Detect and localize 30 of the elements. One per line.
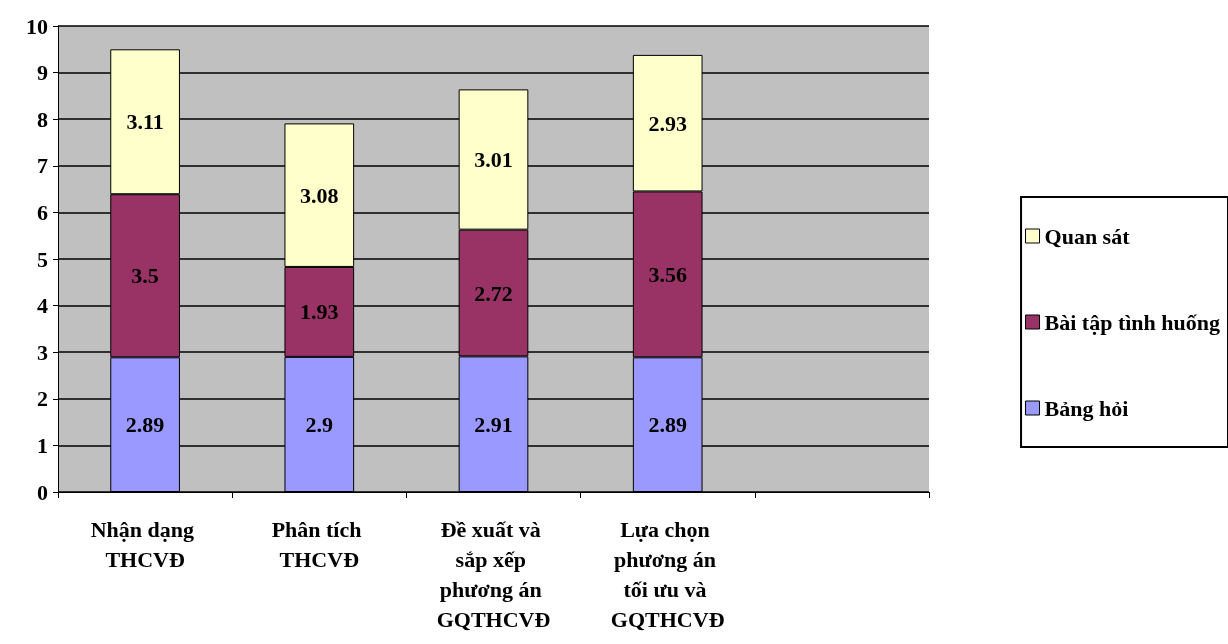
x-tick-label: Lựa chọn phương án tối ưu và GQTHCVĐ: [610, 516, 725, 632]
y-tick-label: 10: [26, 13, 48, 39]
data-label: 2.89: [125, 412, 165, 438]
data-label: 2.72: [474, 280, 513, 306]
y-tick-label: 9: [37, 60, 48, 86]
x-tick-label: Đề xuất và sắp xếp phương án GQTHCVĐ: [436, 516, 551, 632]
x-tick-label: Phân tích THCVĐ: [271, 516, 367, 572]
y-tick-label: 0: [37, 479, 48, 505]
x-tick-label: Nhận dạng THCVĐ: [90, 516, 200, 572]
y-tick-label: 7: [37, 153, 48, 179]
data-label: 3.5: [131, 263, 159, 289]
data-label: 2.89: [648, 412, 687, 438]
y-tick-label: 1: [37, 432, 48, 458]
y-tick-label: 3: [37, 339, 48, 365]
y-tick-label: 5: [37, 246, 48, 272]
data-label: 2.93: [648, 110, 687, 136]
y-tick-label: 8: [37, 106, 48, 132]
legend-label: Bài tập tình huống: [1044, 309, 1221, 335]
data-label: 2.9: [305, 411, 334, 437]
legend-label: Bảng hỏi: [1044, 395, 1129, 421]
data-label: 3.11: [126, 109, 164, 135]
y-tick-label: 2: [37, 386, 48, 412]
y-tick-label: 4: [37, 293, 48, 319]
data-label: 3.08: [300, 182, 339, 208]
data-label: 3.01: [474, 147, 513, 173]
data-label: 3.56: [648, 261, 687, 287]
data-label: 1.93: [300, 299, 339, 325]
data-label: 2.91: [474, 411, 513, 437]
legend-label: Quan sát: [1044, 223, 1131, 249]
y-tick-label: 6: [37, 199, 48, 225]
